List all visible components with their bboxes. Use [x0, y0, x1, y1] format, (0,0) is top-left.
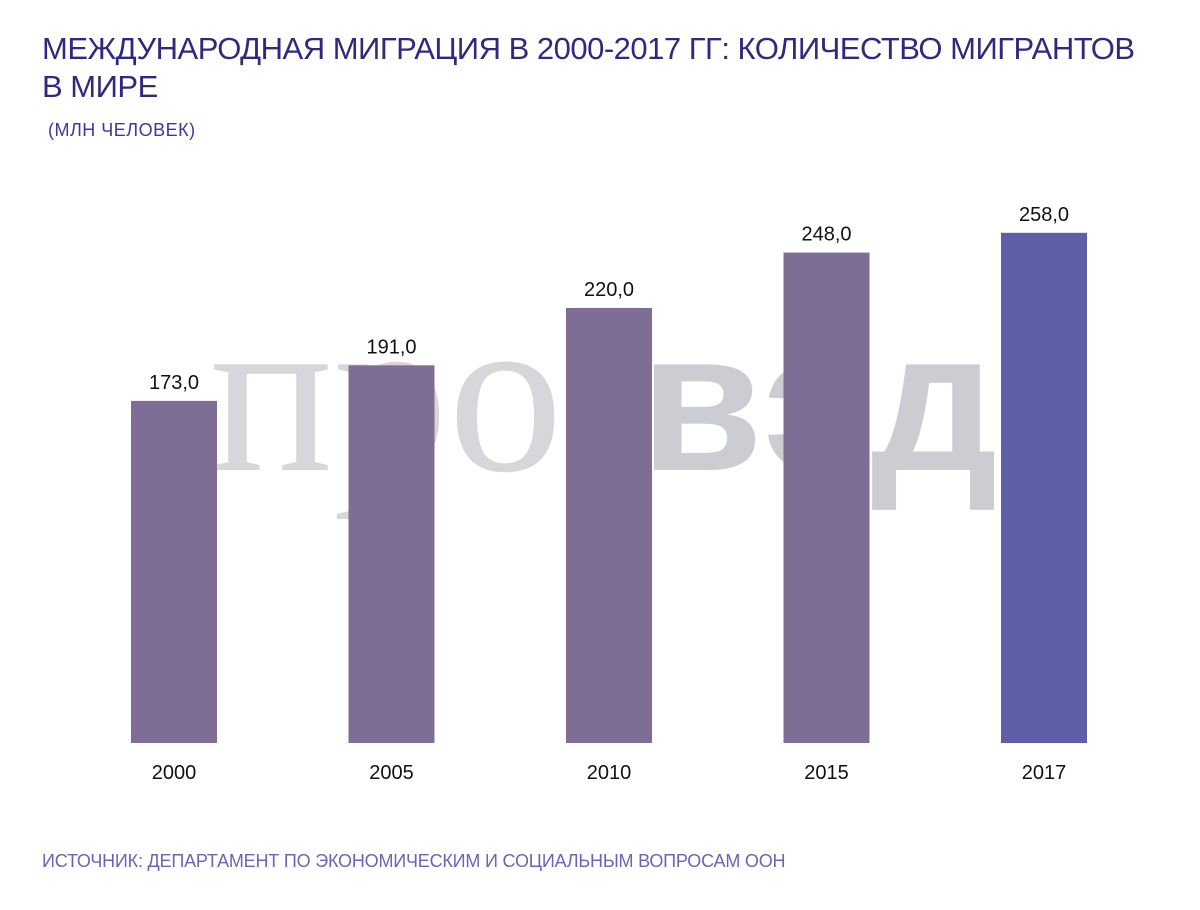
bar-2005 [348, 365, 435, 743]
value-labels-group: 173,0 191,0 220,0 248,0 258,0 [149, 204, 1069, 394]
value-label-2000: 173,0 [149, 372, 199, 394]
bars-group [131, 232, 1087, 743]
chart-units: (МЛН ЧЕЛОВЕК) [48, 120, 196, 140]
x-tick-label-2017: 2017 [1022, 762, 1067, 784]
bar-2010 [566, 307, 652, 743]
x-tick-label-2010: 2010 [587, 762, 632, 784]
value-label-2015: 248,0 [801, 224, 851, 246]
bar-2017 [1001, 232, 1087, 743]
value-label-2005: 191,0 [366, 336, 416, 358]
bar-2015 [783, 252, 870, 743]
bar-2000 [131, 400, 217, 743]
x-tick-label-2005: 2005 [369, 762, 414, 784]
x-tick-label-2000: 2000 [152, 762, 197, 784]
value-label-2017: 258,0 [1019, 204, 1069, 226]
source-note: ИСТОЧНИК: ДЕПАРТАМЕНТ ПО ЭКОНОМИЧЕСКИМ И… [42, 851, 786, 871]
chart-title: МЕЖДУНАРОДНАЯ МИГРАЦИЯ В 2000-2017 ГГ: К… [42, 31, 1135, 104]
x-tick-label-2015: 2015 [804, 762, 849, 784]
x-tick-labels-group: 2000 2005 2010 2015 2017 [152, 762, 1067, 784]
value-label-2010: 220,0 [584, 279, 634, 301]
